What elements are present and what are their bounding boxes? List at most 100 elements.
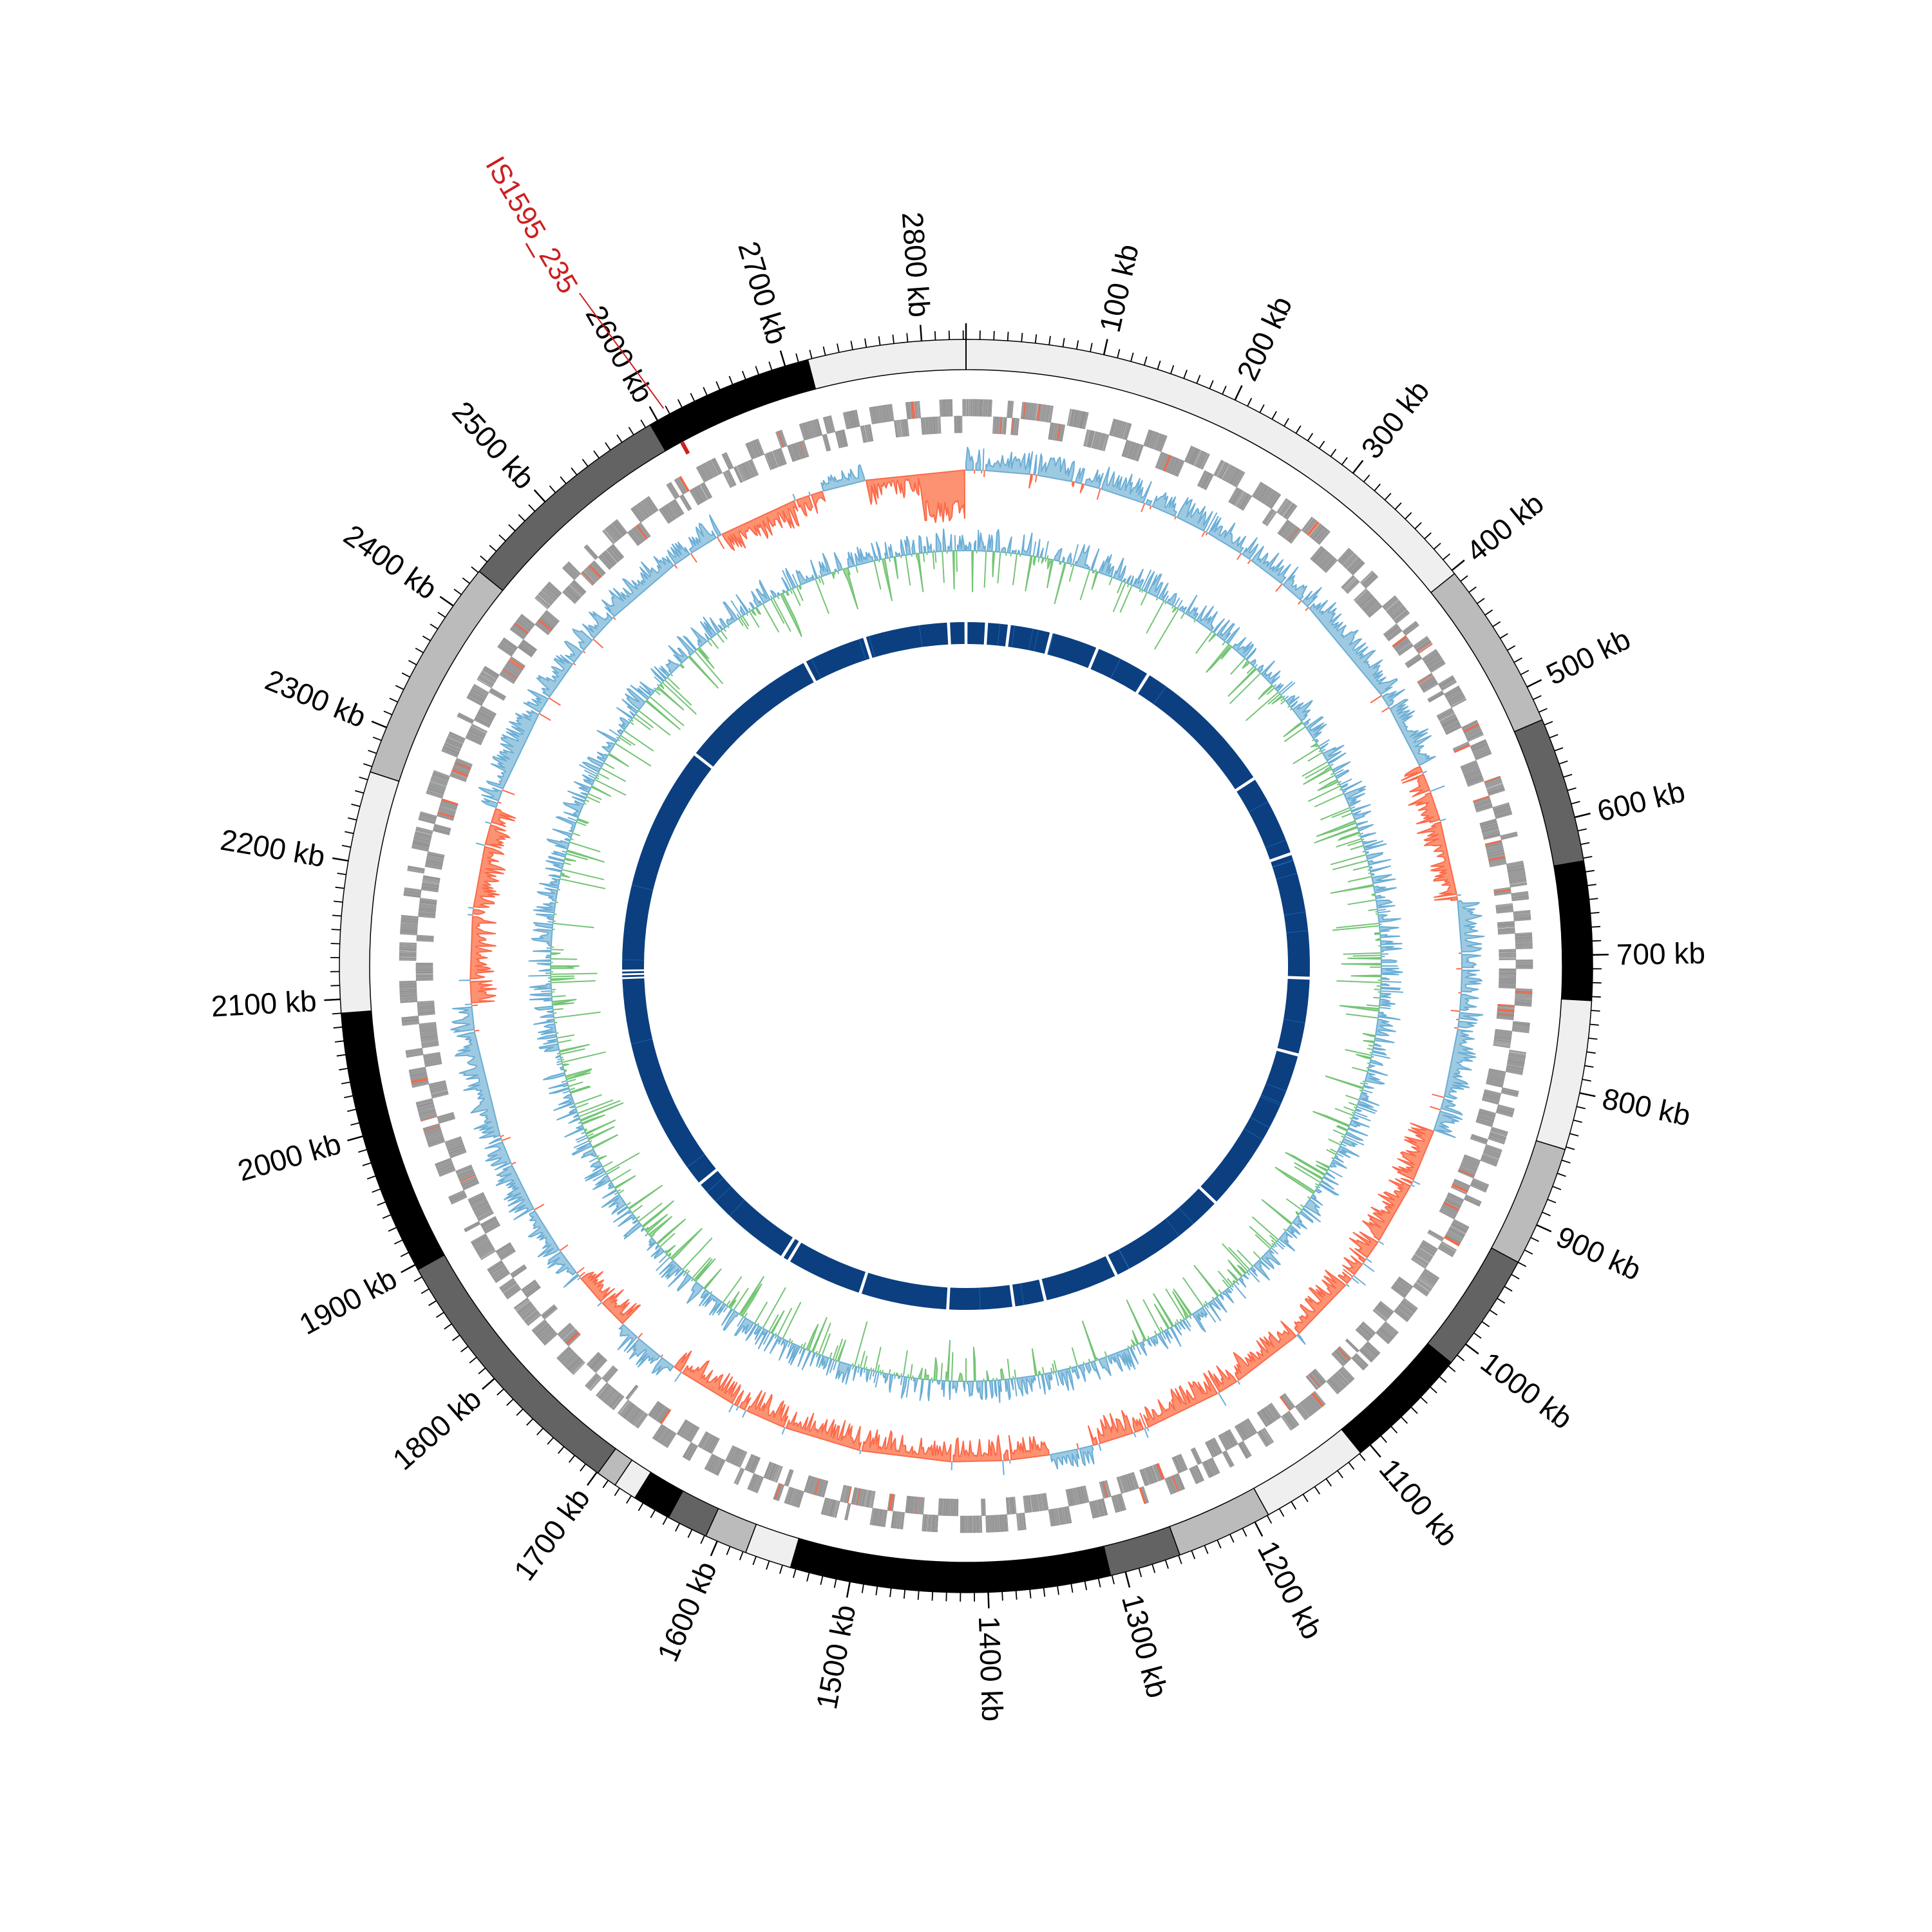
gene-feature <box>1215 460 1225 477</box>
gc-content-area-positive <box>538 1023 557 1036</box>
minor-tick <box>345 831 354 835</box>
gc-content-area-positive <box>1017 549 1021 555</box>
minor-tick <box>330 985 340 987</box>
contig-block <box>1047 633 1097 668</box>
gc-content-area-negative <box>594 779 627 796</box>
gene-feature <box>471 688 487 699</box>
minor-tick <box>421 1288 430 1294</box>
gene-feature <box>421 886 439 890</box>
minor-tick <box>415 647 424 654</box>
gc-content-area-positive <box>1379 998 1396 1007</box>
gc-content-area-negative <box>1347 876 1372 882</box>
minor-tick <box>1477 598 1485 604</box>
minor-tick <box>837 343 840 353</box>
gc-content-area-positive <box>1380 945 1403 952</box>
major-tick <box>779 350 786 366</box>
gc-skew-area-positive <box>1345 1283 1350 1287</box>
minor-tick <box>341 844 351 848</box>
gc-content-area-positive <box>1037 1374 1041 1389</box>
gene-feature <box>415 831 432 837</box>
gene-feature <box>468 1192 484 1202</box>
minor-tick <box>518 514 526 522</box>
gene-feature <box>410 1074 428 1079</box>
gene-feature <box>1499 949 1516 951</box>
gene-feature <box>897 1511 902 1530</box>
gene-feature <box>1278 499 1291 515</box>
minor-tick <box>690 393 696 402</box>
gene-feature <box>510 1264 526 1275</box>
gene-feature <box>1046 405 1051 422</box>
gc-content-area-positive <box>1044 1372 1053 1390</box>
gene-feature <box>472 685 489 696</box>
gene-feature <box>477 678 493 688</box>
gc-content-area-positive <box>1379 992 1392 998</box>
gc-content-area-positive <box>857 1367 860 1373</box>
gene-feature <box>1471 1181 1488 1189</box>
gene-feature <box>1346 1338 1359 1352</box>
minor-tick <box>1524 1249 1533 1255</box>
gene-feature <box>736 465 746 482</box>
gene-feature <box>611 1395 624 1410</box>
gc-content-area-negative <box>596 1155 600 1158</box>
gc-content-area-negative <box>1341 812 1353 818</box>
gc-content-area-positive <box>787 1341 791 1347</box>
gene-feature <box>1160 453 1168 470</box>
minor-tick <box>739 1551 744 1560</box>
gene-feature <box>1479 1108 1497 1114</box>
gc-content-area-negative <box>798 584 802 590</box>
gene-feature <box>1506 1063 1524 1068</box>
gc-skew-area-positive <box>1296 1333 1306 1345</box>
gene-feature <box>449 1191 466 1200</box>
gc-skew-track <box>450 446 1485 1475</box>
gene-feature <box>771 451 779 468</box>
gene-feature <box>1306 521 1320 536</box>
gc-content-area-negative <box>1242 660 1251 669</box>
minor-tick <box>1443 553 1450 560</box>
minor-tick <box>1034 334 1037 344</box>
gene-feature <box>1173 1475 1181 1492</box>
gene-feature <box>734 1467 743 1484</box>
gene-feature <box>1280 500 1293 517</box>
gc-skew-area-negative <box>1298 600 1302 605</box>
gc-content-area-negative <box>630 719 634 722</box>
gc-content-area-negative <box>746 612 748 616</box>
gene-feature <box>1171 1475 1179 1492</box>
gc-skew-area-negative <box>484 824 511 849</box>
gene-feature <box>1509 878 1527 883</box>
minor-tick <box>917 1591 920 1600</box>
gc-content-area-negative <box>1293 746 1320 764</box>
gene-feature <box>1450 1224 1467 1234</box>
gene-feature <box>984 399 987 417</box>
gene-feature <box>963 1515 967 1533</box>
gc-content-area-positive <box>545 860 564 869</box>
gene-feature <box>421 1040 439 1045</box>
gene-feature <box>593 560 606 574</box>
gc-content-area-negative <box>661 681 697 715</box>
gc-content-area-positive <box>997 1379 1002 1403</box>
minor-tick <box>1513 657 1522 663</box>
gene-feature <box>704 1454 714 1470</box>
gene-feature <box>401 1020 419 1025</box>
gc-content-area-negative <box>780 592 802 637</box>
gc-content-area-positive <box>1375 1018 1396 1036</box>
minor-tick <box>1587 884 1596 886</box>
gc-content-area-positive <box>545 954 552 959</box>
minor-tick <box>1414 522 1422 529</box>
minor-tick <box>1314 1486 1321 1495</box>
minor-tick <box>394 1239 403 1245</box>
gene-feature <box>870 1491 876 1508</box>
gene-feature <box>450 772 468 781</box>
minor-tick <box>1588 1037 1598 1040</box>
gc-content-area-positive <box>545 867 563 873</box>
gene-feature <box>1103 434 1110 451</box>
gc-content-area-negative <box>806 1323 819 1351</box>
gc-content-area-negative <box>831 571 836 579</box>
gc-content-area-negative <box>1131 1339 1136 1347</box>
gc-content-area-positive <box>1380 983 1390 987</box>
gc-content-area-negative <box>1352 866 1370 871</box>
gc-content-area-positive <box>647 1237 657 1251</box>
gc-content-area-negative <box>555 1032 559 1034</box>
gene-feature <box>1137 444 1144 462</box>
gene-feature <box>1164 455 1173 473</box>
